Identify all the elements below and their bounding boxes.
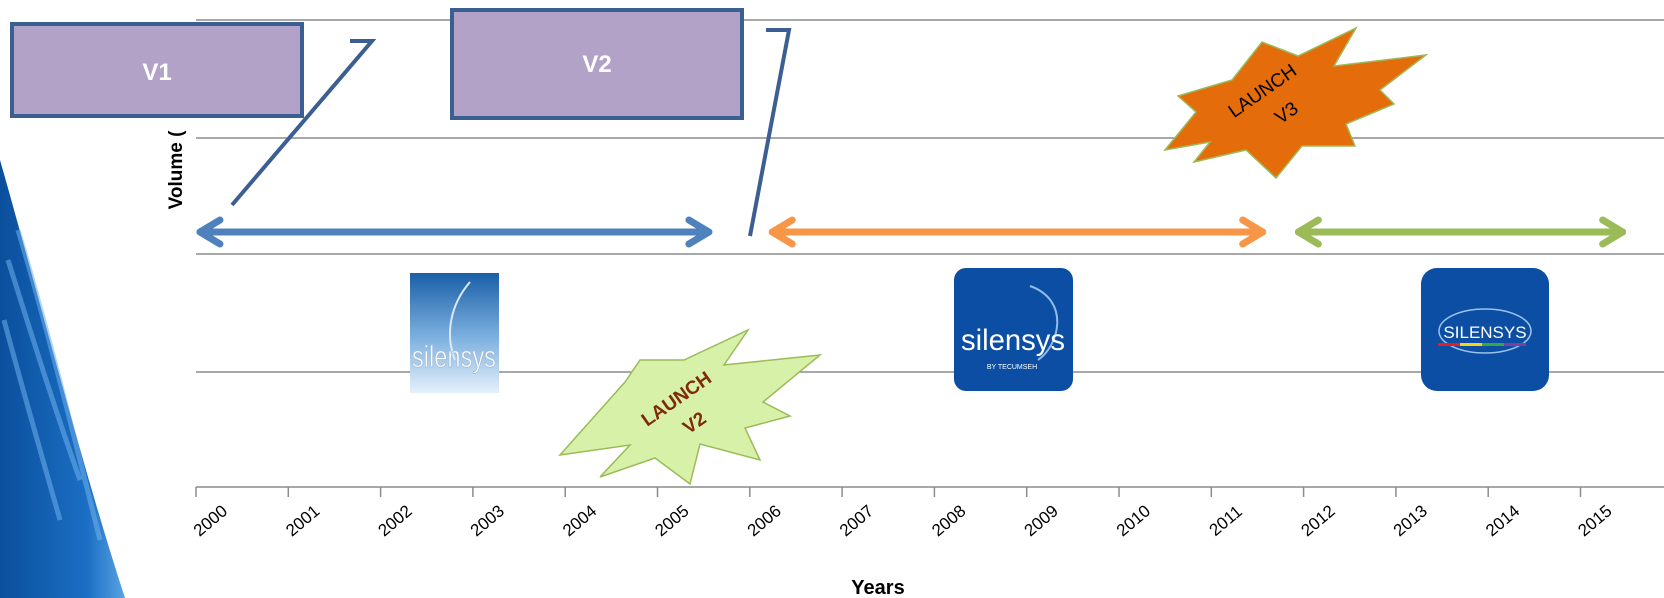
launch-v3-burst: LAUNCH V3 <box>1163 26 1429 180</box>
x-tick-label: 2003 <box>467 501 508 540</box>
logo-v3-text: SILENSYS <box>1443 323 1526 342</box>
silensys-logo-v1: silensys <box>410 273 499 393</box>
x-tick-label: 2014 <box>1482 501 1523 540</box>
version-label-v1: V1 <box>142 59 171 86</box>
x-tick-label: 2001 <box>282 501 323 540</box>
period-arrow <box>196 216 713 248</box>
x-tick-label: 2009 <box>1021 501 1062 540</box>
x-tick-label: 2008 <box>928 501 969 540</box>
version-box-v2: V2 <box>450 8 744 120</box>
decorative-swoosh-pattern <box>1 229 103 541</box>
v2-connector-line <box>748 28 792 237</box>
x-tick-label: 2015 <box>1574 501 1615 540</box>
v1-connector-line <box>230 39 377 207</box>
x-tick-labels: 2000 2001 2002 2003 2004 2005 2006 2007 2008 2009… <box>190 501 1616 540</box>
x-tick-label: 2012 <box>1297 501 1338 540</box>
x-tick-label: 2007 <box>836 501 877 540</box>
decorative-swoosh <box>0 160 125 598</box>
x-tick-label: 2006 <box>744 501 785 540</box>
x-tick-label: 2005 <box>651 501 692 540</box>
x-axis <box>195 486 1664 497</box>
logo-v2-text: silensys <box>961 324 1065 357</box>
period-arrow <box>768 216 1267 248</box>
x-tick-label: 2004 <box>559 501 600 540</box>
version-box-v1: V1 <box>10 22 304 118</box>
x-tick-label: 2010 <box>1113 501 1154 540</box>
period-arrow <box>1294 216 1627 248</box>
x-tick-label: 2000 <box>190 501 231 540</box>
x-axis-label: Years <box>851 577 904 598</box>
x-tick-label: 2002 <box>374 501 415 540</box>
logo-v2-subtext: BY TECUMSEH <box>987 364 1037 371</box>
period-arrows <box>196 216 1627 248</box>
silensys-logo-v2: silensys BY TECUMSEH <box>954 268 1073 391</box>
x-tick-label: 2013 <box>1390 501 1431 540</box>
launch-v2-burst: LAUNCH V2 <box>558 328 823 486</box>
y-axis-label: Volume ( <box>166 130 187 209</box>
logo-v1-text: silensys <box>412 339 496 374</box>
silensys-logo-v3: SILENSYS <box>1421 268 1549 391</box>
x-tick-label: 2011 <box>1206 502 1246 540</box>
version-label-v2: V2 <box>582 51 611 78</box>
